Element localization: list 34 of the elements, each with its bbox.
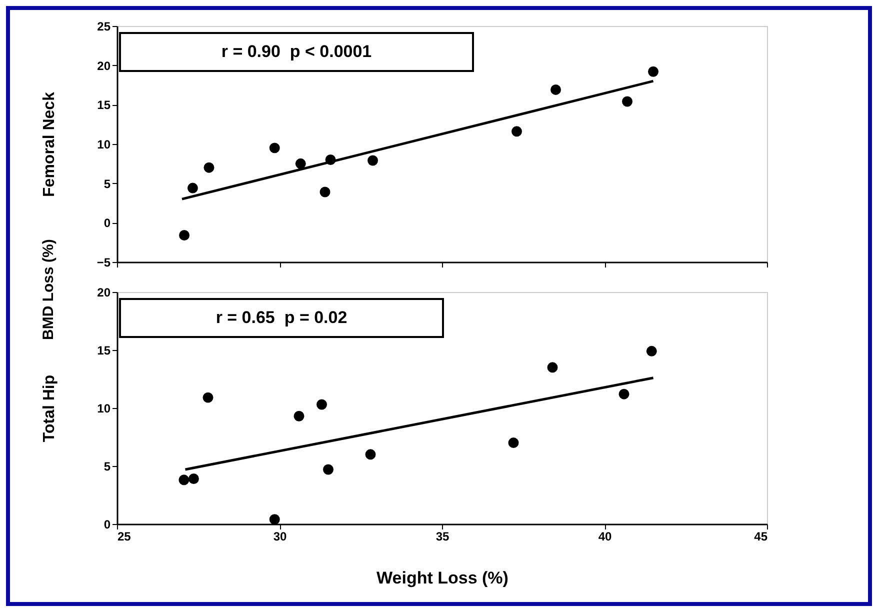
- point: [550, 84, 561, 95]
- point: [187, 182, 198, 194]
- x-tick-label: 35: [436, 530, 450, 544]
- text-box: r = 0.65 p = 0.02: [119, 298, 444, 338]
- x-axis-title: Weight Loss (%): [376, 568, 508, 588]
- point: [204, 162, 214, 173]
- y-tick-label: 10: [97, 402, 111, 416]
- point: [179, 230, 190, 240]
- y-tick-label: 10: [97, 138, 111, 152]
- point: [295, 158, 306, 169]
- y-axis-title: Total Hip: [41, 374, 58, 442]
- x-tick-label: 25: [118, 530, 132, 544]
- y-axis-title: Femoral Neck: [40, 92, 58, 197]
- y-tick-label: 5: [104, 176, 111, 191]
- y-tick-label: 15: [97, 344, 111, 358]
- x-tick-label: 30: [273, 530, 287, 544]
- point: [648, 66, 658, 77]
- point: [512, 126, 522, 137]
- y-tick-label: 0: [104, 518, 111, 532]
- y-tick-label: 25: [97, 20, 111, 34]
- y-tick-label: 15: [97, 98, 111, 112]
- y-tick-label: 20: [97, 58, 111, 73]
- y-tick-label: −5: [96, 256, 111, 270]
- text: BMD Loss (%): [40, 240, 57, 340]
- point: [269, 142, 280, 154]
- x-tick-label: 45: [754, 530, 768, 544]
- point: [368, 155, 378, 166]
- y-tick-label: 20: [97, 286, 111, 300]
- y-tick-label: 5: [104, 460, 111, 474]
- x-tick-label: 40: [598, 530, 612, 544]
- point: [320, 186, 330, 198]
- point: [622, 96, 632, 107]
- text-box: r = 0.90 p < 0.0001: [119, 32, 474, 72]
- y-tick-label: 0: [104, 216, 111, 230]
